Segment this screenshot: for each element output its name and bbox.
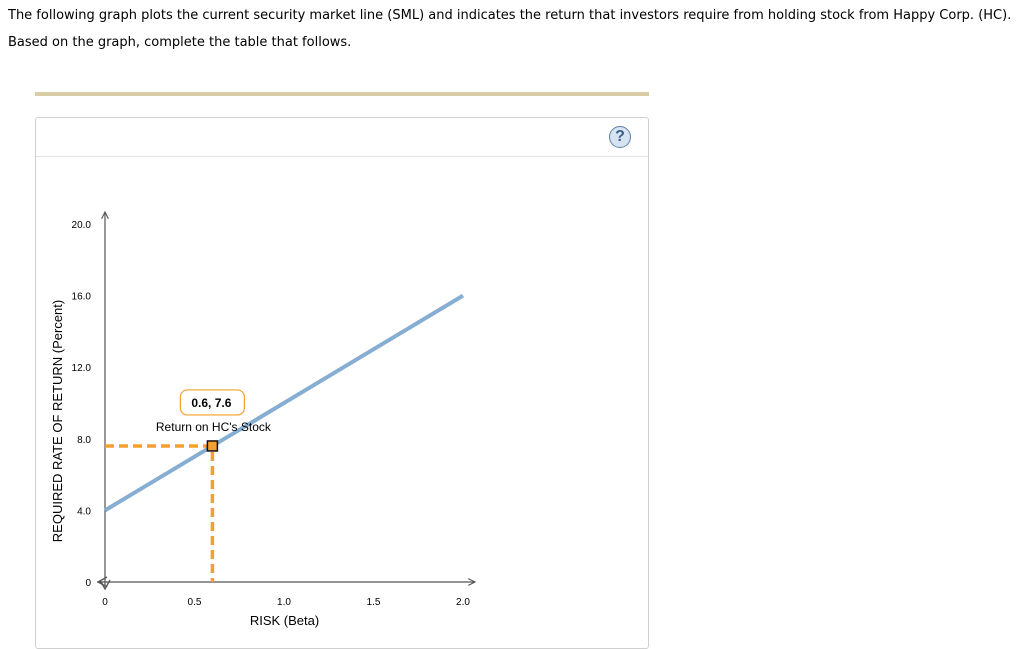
y-axis-back-arrow [99,579,111,591]
x-tick-label: 0.5 [188,597,202,608]
sml-chart: 0 0.5 1.0 1.5 2.0 0 4.0 8.0 12.0 16.0 20.0 Return … [50,0,1024,628]
hc-tooltip-box [179,389,245,416]
x-tick-label: 1.0 [277,597,291,608]
hc-point-marker[interactable] [206,440,219,452]
y-tick-label: 16.0 [72,292,92,303]
y-axis-label: REQUIRED RATE OF RETURN (Percent) [50,300,65,542]
y-tick-label: 20.0 [72,220,92,231]
sml-line [103,293,465,513]
y-tick-label: 0 [85,578,91,589]
x-axis-label: RISK (Beta) [250,613,319,628]
y-tick-label: 12.0 [72,363,92,374]
x-axis-back-arrow [96,576,108,588]
y-tick-label: 8.0 [77,435,91,446]
x-tick-label: 0 [102,597,108,608]
graph-panel: ? [35,117,649,649]
y-tick-label: 4.0 [77,506,91,517]
panel-header: ? [36,118,648,157]
divider-bar [35,92,649,96]
x-tick-label: 2.0 [456,597,470,608]
hc-tooltip-value: 0.6, 7.6 [191,396,231,410]
intro-text: The following graph plots the current se… [8,8,1012,50]
hc-point-label: Return on HC's Stock [156,420,272,434]
x-tick-label: 1.5 [367,597,381,608]
help-icon[interactable]: ? [609,126,631,148]
